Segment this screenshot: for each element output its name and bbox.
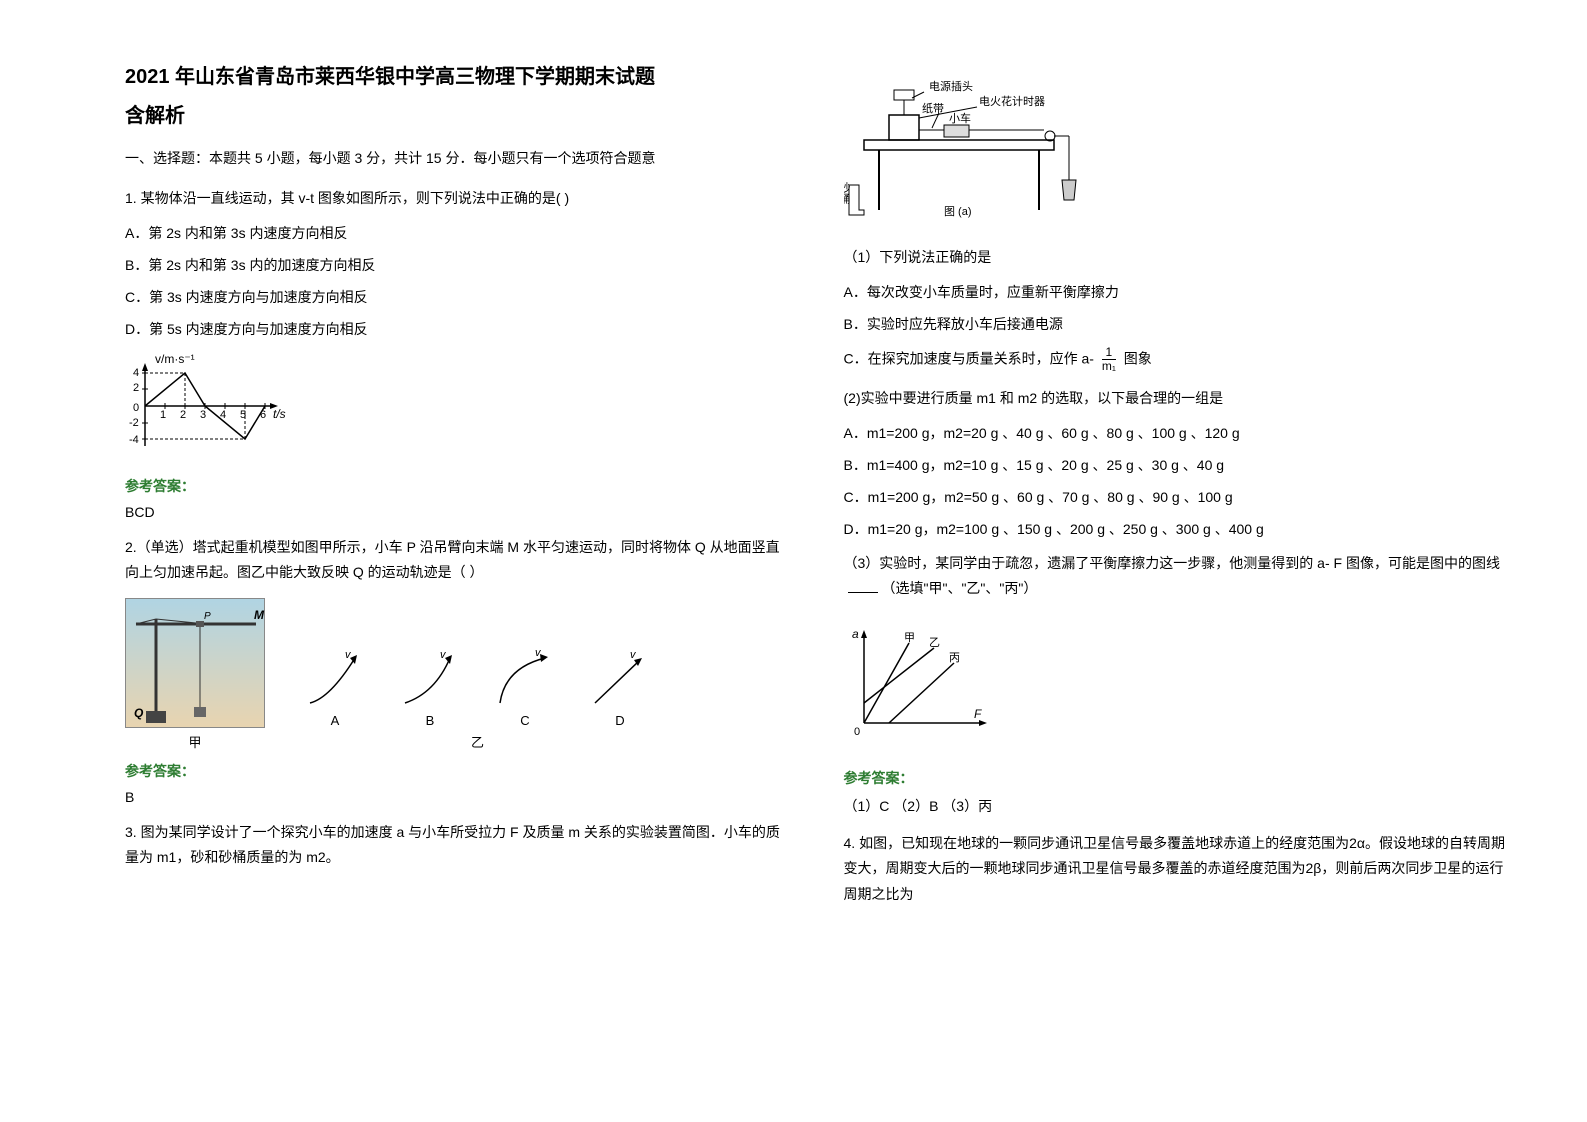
q2-label-yi: 乙 bbox=[305, 732, 650, 751]
svg-text:t/s: t/s bbox=[273, 407, 286, 421]
svg-text:电火花计时器: 电火花计时器 bbox=[979, 95, 1045, 108]
q2-traj-a: v A bbox=[305, 648, 365, 728]
q3-sub1-c: C．在探究加速度与质量关系时，应作 a- 1 m₁ 图象 bbox=[844, 346, 1513, 373]
q1-answer-label: 参考答案： bbox=[125, 476, 794, 496]
svg-text:P: P bbox=[204, 611, 211, 622]
q3-sub1-a: A．每次改变小车质量时，应重新平衡摩擦力 bbox=[844, 282, 1513, 302]
svg-text:丙: 丙 bbox=[949, 652, 960, 664]
svg-text:2: 2 bbox=[180, 409, 186, 421]
svg-text:5: 5 bbox=[240, 409, 246, 421]
q2-label-jia: 甲 bbox=[125, 732, 265, 751]
q4-text: 4. 如图，已知现在地球的一颗同步通讯卫星信号最多覆盖地球赤道上的经度范围为2α… bbox=[844, 831, 1513, 907]
title-line1: 2021 年山东省青岛市莱西华银中学高三物理下学期期末试题 bbox=[125, 60, 794, 89]
svg-text:甲: 甲 bbox=[904, 632, 915, 644]
q3-sub1-b: B．实验时应先释放小车后接通电源 bbox=[844, 314, 1513, 334]
q2-figures: M P Q 甲 v A bbox=[125, 598, 794, 751]
crane-photo: M P Q bbox=[125, 598, 265, 728]
left-column: 2021 年山东省青岛市莱西华银中学高三物理下学期期末试题 含解析 一、选择题：… bbox=[100, 60, 819, 1082]
svg-text:4: 4 bbox=[133, 367, 139, 379]
q2-traj-c: v C bbox=[495, 648, 555, 728]
q2-traj-b: v B bbox=[400, 648, 460, 728]
q2-traj-d: v D bbox=[590, 648, 650, 728]
q3-apparatus: 电源插头 纸带 电火花计时器 小车 砂桶 图 (a) bbox=[844, 70, 1513, 235]
svg-text:-2: -2 bbox=[129, 417, 139, 429]
q1-text: 1. 某物体沿一直线运动，其 v-t 图象如图所示，则下列说法中正确的是( ) bbox=[125, 186, 794, 211]
svg-text:1: 1 bbox=[160, 409, 166, 421]
q3-sub2: (2)实验中要进行质量 m1 和 m2 的选取，以下最合理的一组是 bbox=[844, 386, 1513, 411]
q3-answer-label: 参考答案： bbox=[844, 768, 1513, 788]
svg-text:a: a bbox=[852, 627, 859, 641]
q1-option-c: C．第 3s 内速度方向与加速度方向相反 bbox=[125, 287, 794, 307]
vt-ylabel: v/m·s⁻¹ bbox=[155, 352, 195, 366]
q1-answer: BCD bbox=[125, 504, 794, 520]
q3-af-graph: a F 0 甲 乙 丙 bbox=[844, 613, 1513, 758]
svg-text:v: v bbox=[345, 649, 352, 661]
svg-text:小车: 小车 bbox=[949, 111, 971, 125]
svg-text:v: v bbox=[440, 649, 447, 661]
svg-text:-4: -4 bbox=[129, 434, 139, 446]
section1-header: 一、选择题：本题共 5 小题，每小题 3 分，共计 15 分．每小题只有一个选项… bbox=[125, 148, 794, 168]
q3-sub2-b: B．m1=400 g，m2=10 g 、15 g 、20 g 、25 g 、30… bbox=[844, 455, 1513, 475]
right-column: 电源插头 纸带 电火花计时器 小车 砂桶 图 (a) （1）下列说法正确的是 A… bbox=[819, 60, 1538, 1082]
q3-answer: （1）C （2）B （3）丙 bbox=[844, 796, 1513, 816]
svg-text:3: 3 bbox=[200, 409, 206, 421]
svg-text:砂桶: 砂桶 bbox=[844, 182, 851, 205]
q2-answer: B bbox=[125, 789, 794, 805]
svg-text:2: 2 bbox=[133, 382, 139, 394]
title-line2: 含解析 bbox=[125, 99, 794, 128]
q3-text: 3. 图为某同学设计了一个探究小车的加速度 a 与小车所受拉力 F 及质量 m … bbox=[125, 820, 794, 870]
svg-text:图 (a): 图 (a) bbox=[944, 205, 972, 218]
q1-option-d: D．第 5s 内速度方向与加速度方向相反 bbox=[125, 319, 794, 339]
svg-text:6: 6 bbox=[260, 409, 266, 421]
q3-sub2-c: C．m1=200 g，m2=50 g 、60 g 、70 g 、80 g 、90… bbox=[844, 487, 1513, 507]
svg-text:Q: Q bbox=[134, 706, 144, 720]
q3-sub3: （3）实验时，某同学由于疏忽，遗漏了平衡摩擦力这一步骤，他测量得到的 a- F … bbox=[844, 551, 1513, 601]
q3-sub2-a: A．m1=200 g，m2=20 g 、40 g 、60 g 、80 g 、10… bbox=[844, 423, 1513, 443]
svg-text:纸带: 纸带 bbox=[922, 102, 944, 115]
svg-text:0: 0 bbox=[854, 726, 860, 738]
svg-text:电源插头: 电源插头 bbox=[929, 80, 973, 93]
svg-text:乙: 乙 bbox=[929, 636, 940, 649]
q3-sub2-d: D．m1=20 g，m2=100 g 、150 g 、200 g 、250 g … bbox=[844, 519, 1513, 539]
q2-text: 2.（单选）塔式起重机模型如图甲所示，小车 P 沿吊臂向末端 M 水平匀速运动，… bbox=[125, 535, 794, 585]
q1-option-b: B．第 2s 内和第 3s 内的加速度方向相反 bbox=[125, 255, 794, 275]
q2-answer-label: 参考答案： bbox=[125, 761, 794, 781]
q1-option-a: A．第 2s 内和第 3s 内速度方向相反 bbox=[125, 223, 794, 243]
svg-text:F: F bbox=[974, 707, 982, 721]
svg-text:v: v bbox=[630, 649, 637, 661]
q3-sub1: （1）下列说法正确的是 bbox=[844, 245, 1513, 270]
svg-text:M: M bbox=[254, 608, 265, 622]
q1-vt-graph: v/m·s⁻¹ 4 2 0 -2 -4 1 2 3 4 5 6 t/s bbox=[125, 351, 794, 466]
svg-text:0: 0 bbox=[133, 402, 139, 414]
